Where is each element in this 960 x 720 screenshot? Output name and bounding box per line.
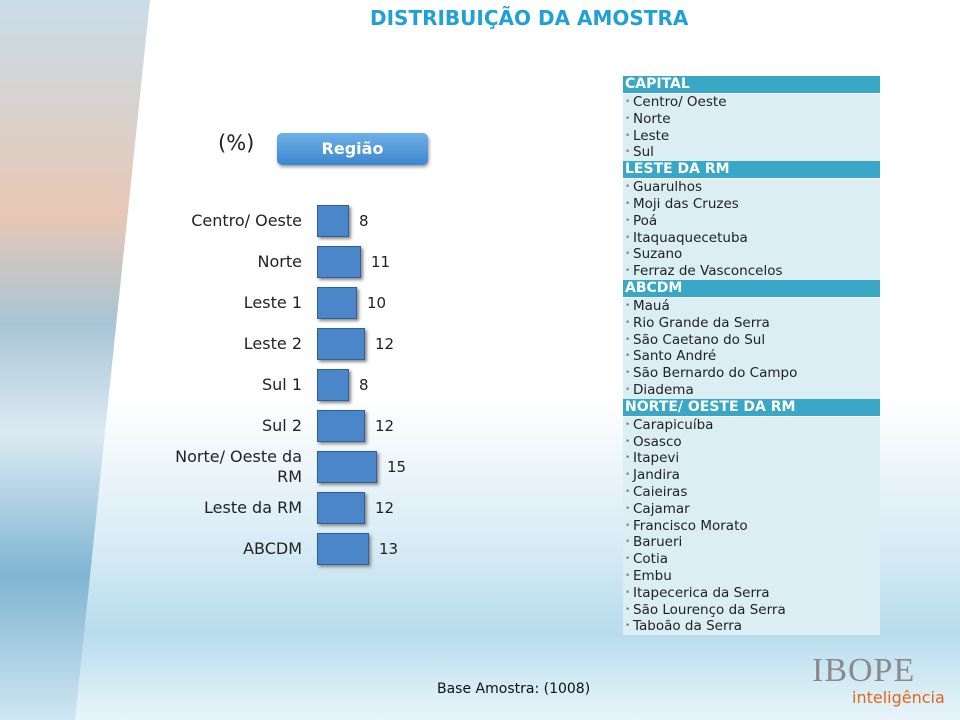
region-item: Itapecerica da Serra [623, 584, 880, 602]
data-label: 12 [375, 417, 395, 435]
region-header: ABCDM [623, 279, 880, 298]
region-item: Barueri [623, 534, 880, 552]
data-label: 11 [371, 253, 391, 271]
region-item: São Lourenço da Serra [623, 601, 880, 619]
logo-sub: inteligência [852, 688, 945, 707]
category-label: Sul 1 [261, 375, 302, 394]
region-header: NORTE/ OESTE DA RM [623, 398, 880, 417]
region-item: São Caetano do Sul [623, 331, 880, 349]
bar [317, 369, 349, 401]
bar [317, 451, 377, 483]
data-label: 10 [367, 294, 387, 312]
category-label: Leste 1 [243, 293, 302, 312]
category-label: Leste da RM [204, 498, 302, 517]
region-item: Suzano [623, 246, 880, 264]
region-item: Jandira [623, 467, 880, 484]
region-item: Centro/ Oeste [623, 94, 880, 111]
data-label: 15 [387, 458, 407, 476]
region-item: Itaquaquecetuba [623, 229, 880, 247]
base-note: Base Amostra: (1008) [437, 681, 591, 697]
region-item: Osasco [623, 433, 880, 451]
data-label: 13 [379, 540, 399, 558]
bar [317, 533, 369, 565]
data-label: 12 [375, 335, 395, 353]
bar [317, 287, 357, 319]
category-label: Leste 2 [243, 334, 302, 353]
region-item: Diadema [623, 381, 880, 399]
title: DISTRIBUIÇÃO DA AMOSTRA [370, 6, 689, 30]
region-button[interactable]: Região [277, 133, 428, 165]
region-header: CAPITAL [623, 76, 880, 94]
region-item: Poá [623, 212, 880, 230]
category-label: Norte/ Oeste da RM [175, 447, 302, 486]
region-item: Leste [623, 127, 880, 145]
region-item: Mauá [623, 297, 880, 315]
region-item: Norte [623, 110, 880, 128]
data-label: 8 [359, 376, 369, 394]
region-item: Cotia [623, 551, 880, 568]
region-item: Embu [623, 567, 880, 585]
region-item: Guarulhos [623, 179, 880, 196]
region-item: São Bernardo do Campo [623, 365, 880, 382]
category-label: Centro/ Oeste [191, 211, 302, 230]
region-item: Santo André [623, 348, 880, 366]
bar [317, 205, 349, 237]
data-label: 8 [359, 212, 369, 230]
region-item: Rio Grande da Serra [623, 314, 880, 332]
region-item: Carapicuíba [623, 416, 880, 434]
region-header: LESTE DA RM [623, 161, 880, 180]
region-item: Francisco Morato [623, 517, 880, 535]
region-item: Itapevi [623, 450, 880, 468]
data-label: 12 [375, 499, 395, 517]
region-item: Cajamar [623, 500, 880, 518]
category-label: Sul 2 [261, 416, 302, 435]
bar [317, 246, 361, 278]
category-label: Norte [257, 252, 302, 271]
region-item: Ferraz de Vasconcelos [623, 263, 880, 280]
region-item: Taboão da Serra [623, 618, 880, 636]
bar [317, 410, 365, 442]
region-item: Moji das Cruzes [623, 195, 880, 213]
bar [317, 328, 365, 360]
region-list: CAPITALCentro/ OesteNorteLesteSulLESTE D… [623, 76, 880, 636]
region-item: Caieiras [623, 483, 880, 501]
logo: IBOPE [812, 652, 916, 689]
bar [317, 492, 365, 524]
category-label: ABCDM [243, 539, 302, 558]
decoration [0, 0, 150, 720]
unit-label: (%) [218, 131, 255, 155]
region-item: Sul [623, 144, 880, 162]
